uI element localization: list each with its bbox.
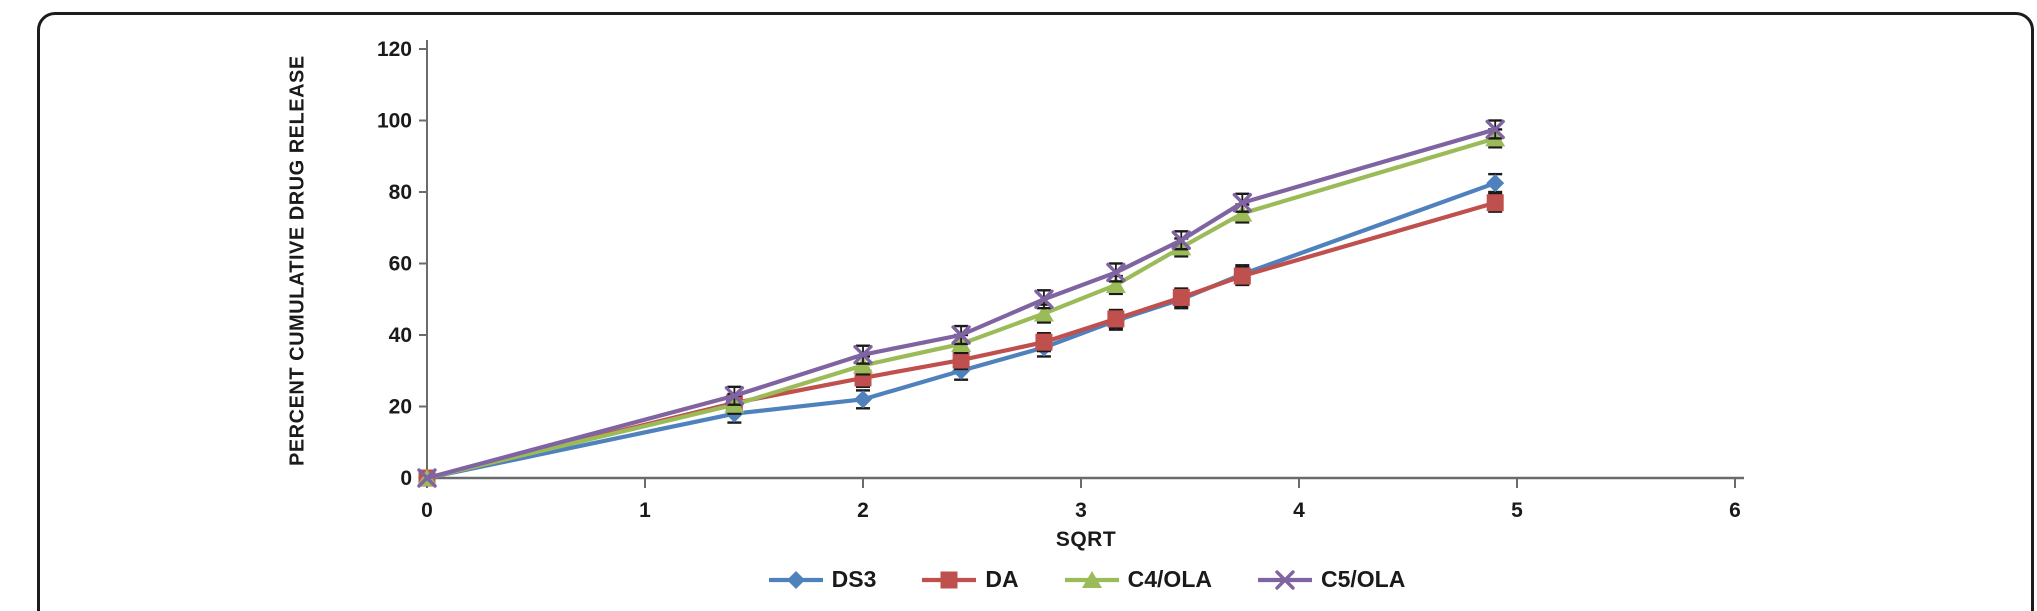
legend-label: C5/OLA <box>1320 566 1406 592</box>
x-tick-label: 5 <box>1511 499 1523 522</box>
plot-x-marker-icon <box>1034 289 1054 309</box>
legend-marker-icon <box>1064 570 1119 588</box>
plot-triangle-marker-icon <box>1232 204 1253 222</box>
legend-item-ds3: DS3 <box>767 566 877 593</box>
x-tick-label: 0 <box>421 499 433 522</box>
y-tick-label: 0 <box>400 467 412 490</box>
plot-x-marker-icon <box>1232 193 1253 213</box>
x-tick-label: 2 <box>857 499 869 522</box>
plot-square-marker-icon <box>1486 194 1504 212</box>
legend-label: C4/OLA <box>1127 566 1212 592</box>
y-tick-label: 120 <box>377 38 412 61</box>
y-tick-label: 60 <box>389 253 412 276</box>
x-axis-title: SQRT <box>1055 528 1117 551</box>
plot-x-marker-icon <box>1171 230 1191 250</box>
y-tick-label: 40 <box>389 324 412 347</box>
y-axis-title: PERCENT CUMULATIVE DRUG RELEASE <box>286 55 309 467</box>
plot-triangle-marker-icon <box>853 356 873 374</box>
plot-x-marker-icon <box>853 344 873 365</box>
plot-x-marker-icon <box>951 325 971 345</box>
plot-x-marker-icon <box>1106 262 1126 283</box>
legend-square-marker-icon <box>940 571 958 588</box>
x-tick-label: 4 <box>1293 499 1305 522</box>
y-tick-label: 20 <box>389 396 412 419</box>
plot-square-marker-icon <box>1233 267 1251 285</box>
plot-x-marker-icon <box>417 468 437 488</box>
legend-label: DA <box>985 566 1019 592</box>
y-tick-label: 100 <box>377 110 412 133</box>
series-line-C4/OLA <box>424 136 1498 481</box>
plot-square-marker-icon <box>952 351 970 369</box>
legend-x-marker-icon <box>1275 569 1295 590</box>
plot-x-marker-icon <box>724 386 745 406</box>
plot-diamond-marker-icon <box>854 390 872 409</box>
y-tick-label: 80 <box>389 181 412 204</box>
plot-x-marker-icon <box>1485 119 1505 140</box>
legend-triangle-marker-icon <box>1081 570 1102 588</box>
plot-diamond-marker-icon <box>1486 174 1505 193</box>
plot-square-marker-icon <box>1172 288 1190 306</box>
legend-label: DS3 <box>831 566 877 592</box>
plot-triangle-marker-icon <box>1105 275 1126 293</box>
series-line-C5/OLA <box>424 127 1498 481</box>
legend-item-c5-ola: C5/OLA <box>1256 566 1405 593</box>
legend-marker-icon <box>768 570 823 589</box>
legend-marker-icon <box>1257 569 1312 590</box>
legend-marker-icon <box>922 571 977 588</box>
legend-item-c4-ola: C4/OLA <box>1063 566 1212 593</box>
figure-border <box>37 12 2034 611</box>
plot-square-marker-icon <box>1035 333 1053 351</box>
legend-item-da: DA <box>920 566 1019 593</box>
x-tick-label: 6 <box>1729 499 1741 522</box>
plot-square-marker-icon <box>1107 310 1125 328</box>
legend: DS3 DA C4/OLA C5/OLA <box>427 566 1745 593</box>
x-tick-label: 3 <box>1075 499 1087 522</box>
legend-diamond-marker-icon <box>786 570 805 589</box>
x-tick-label: 1 <box>639 499 651 522</box>
plot-triangle-marker-icon <box>1033 304 1054 322</box>
